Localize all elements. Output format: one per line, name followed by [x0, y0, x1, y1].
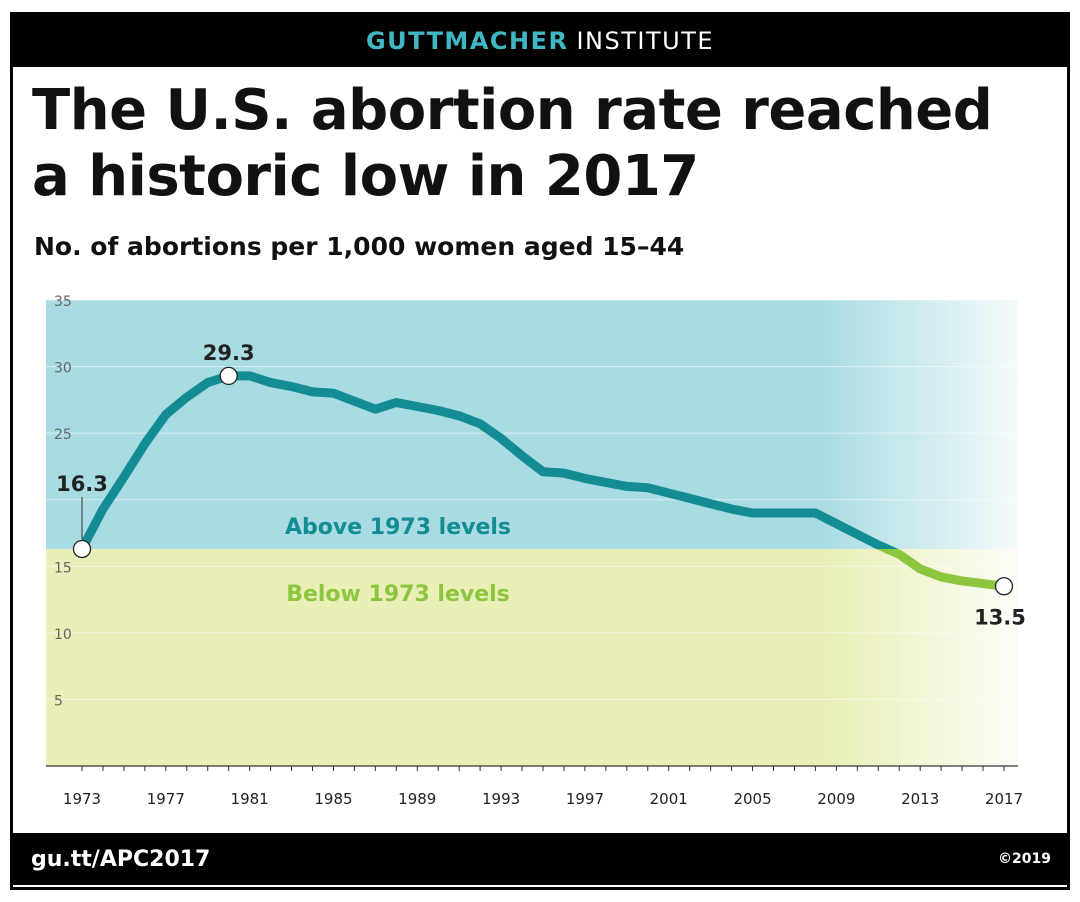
brand-header: GUTTMACHER INSTITUTE: [13, 15, 1067, 67]
x-tick-label: 2001: [650, 790, 688, 808]
x-tick-label: 1985: [314, 790, 352, 808]
x-tick-label: 1989: [398, 790, 436, 808]
data-point-marker: [219, 366, 238, 386]
y-tick-label: 25: [54, 427, 72, 443]
x-tick-label: 2005: [733, 790, 771, 808]
data-point-marker: [994, 577, 1014, 596]
chart-subtitle: No. of abortions per 1,000 women aged 15…: [34, 232, 685, 261]
x-tick-label: 1973: [63, 790, 101, 808]
footer-url[interactable]: gu.tt/APC2017: [31, 846, 211, 872]
y-tick-label: 15: [54, 560, 72, 576]
footer-copyright: ©2019: [998, 851, 1051, 867]
y-tick-label: 5: [54, 693, 63, 709]
x-tick-label: 1977: [147, 790, 185, 808]
brand-name-secondary: INSTITUTE: [576, 27, 715, 55]
x-tick-label: 2009: [817, 790, 855, 808]
data-point-marker: [72, 539, 92, 559]
data-label: 16.3: [56, 472, 108, 496]
x-tick-label: 1981: [231, 790, 269, 808]
x-tick-label: 1997: [566, 790, 604, 808]
data-label: 13.5: [974, 605, 1026, 629]
region-label-above: Above 1973 levels: [285, 515, 511, 540]
x-tick-label: 2017: [985, 790, 1023, 808]
y-tick-label: 10: [54, 627, 72, 643]
x-tick-label: 1993: [482, 790, 520, 808]
footer-bar: gu.tt/APC2017 ©2019: [13, 833, 1067, 885]
y-tick-label: 35: [54, 294, 72, 310]
chart-title: The U.S. abortion rate reached a histori…: [32, 78, 993, 209]
region-label-below: Below 1973 levels: [286, 582, 510, 607]
data-label: 29.3: [203, 341, 255, 365]
above-1973-band: [46, 300, 1018, 549]
brand-name-primary: GUTTMACHER: [365, 27, 569, 55]
y-tick-label: 30: [54, 361, 72, 377]
below-1973-band: [46, 548, 1018, 766]
x-tick-label: 2013: [901, 790, 939, 808]
